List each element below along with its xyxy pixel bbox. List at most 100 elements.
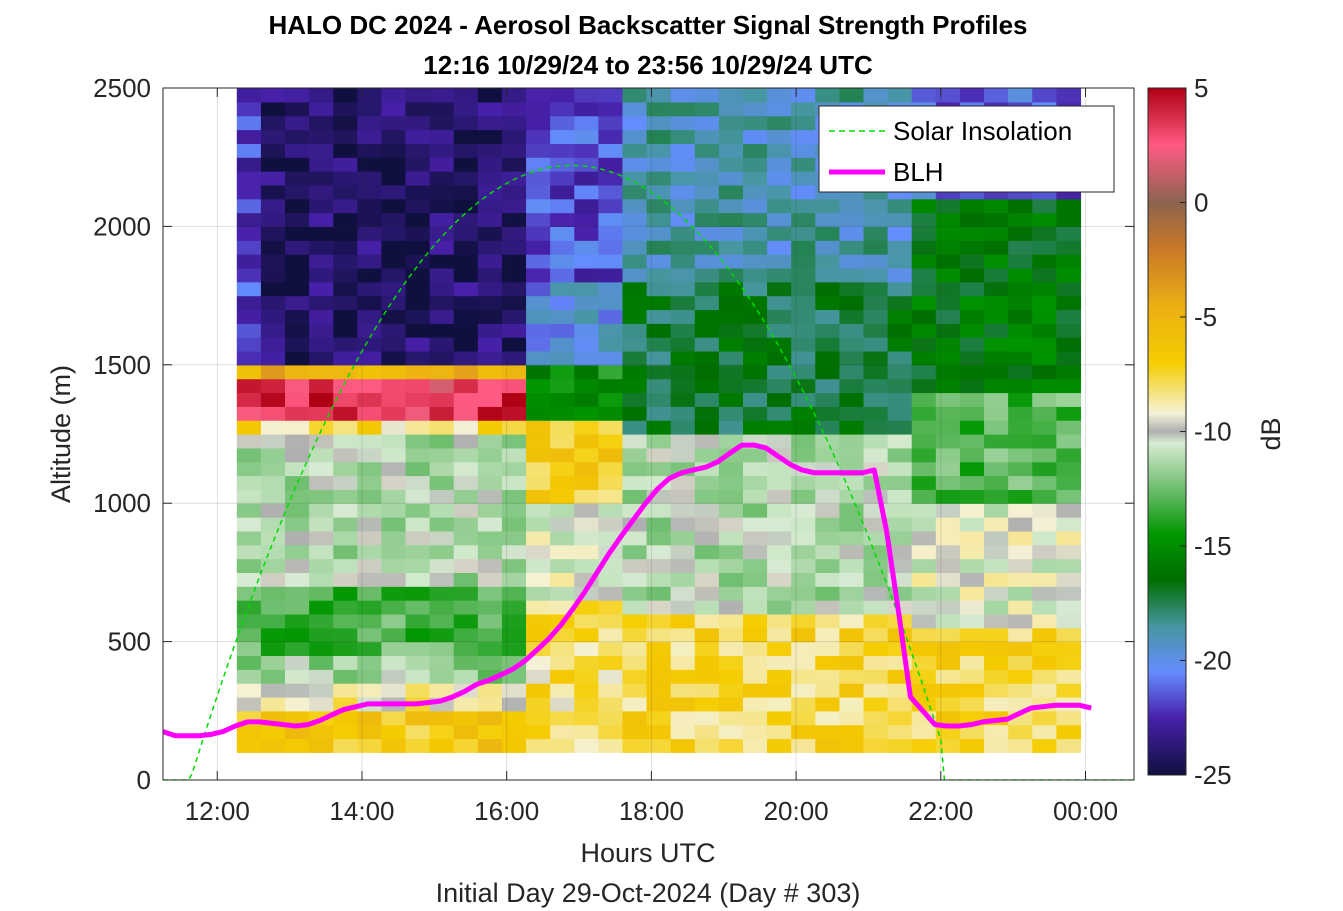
- heatmap-cell: [309, 212, 334, 227]
- heatmap-cell: [791, 350, 816, 366]
- heatmap-cell: [1056, 627, 1082, 643]
- heatmap-cell: [815, 724, 841, 740]
- heatmap-cell: [405, 198, 431, 214]
- heatmap-cell: [260, 350, 286, 366]
- heatmap-cell: [646, 544, 672, 560]
- heatmap-cell: [839, 503, 865, 518]
- heatmap-cell: [839, 378, 865, 394]
- heatmap-cell: [911, 627, 937, 643]
- heatmap-cell: [767, 558, 792, 573]
- heatmap-cell: [429, 337, 455, 352]
- heatmap-cell: [550, 655, 575, 670]
- heatmap-cell: [285, 226, 310, 241]
- heatmap-cell: [670, 143, 696, 158]
- heatmap-cell: [622, 115, 648, 131]
- heatmap-cell: [453, 572, 479, 587]
- heatmap-cell: [550, 544, 575, 560]
- heatmap-cell: [622, 392, 648, 407]
- heatmap-cell: [260, 392, 286, 407]
- heatmap-cell: [429, 710, 455, 726]
- heatmap-cell: [622, 337, 648, 352]
- heatmap-cell: [550, 267, 575, 283]
- heatmap-cell: [429, 226, 455, 241]
- heatmap-cell: [791, 212, 816, 227]
- heatmap-cell: [333, 600, 358, 615]
- heatmap-cell: [743, 171, 768, 186]
- heatmap-cell: [574, 337, 599, 352]
- heatmap-cell: [670, 600, 696, 615]
- heatmap-cell: [405, 447, 431, 463]
- heatmap-cell: [477, 724, 503, 740]
- heatmap-cell: [501, 337, 527, 352]
- heatmap-cell: [767, 212, 792, 227]
- heatmap-cell: [718, 129, 744, 144]
- heatmap-cell: [453, 157, 479, 172]
- heatmap-cell: [477, 171, 503, 186]
- heatmap-cell: [333, 212, 358, 227]
- heatmap-cell: [501, 544, 527, 560]
- heatmap-cell: [526, 337, 551, 352]
- heatmap-cell: [694, 434, 720, 449]
- heatmap-cell: [357, 240, 383, 255]
- heatmap-cell: [646, 350, 672, 366]
- heatmap-cell: [622, 240, 648, 255]
- heatmap-cell: [646, 530, 672, 546]
- heatmap-cell: [767, 503, 792, 518]
- heatmap-cell: [333, 447, 358, 463]
- heatmap-cell: [863, 434, 889, 449]
- heatmap-cell: [887, 530, 913, 546]
- heatmap-cell: [453, 503, 479, 518]
- heatmap-cell: [309, 267, 334, 283]
- heatmap-cell: [1008, 378, 1033, 394]
- heatmap-cell: [694, 600, 720, 615]
- heatmap-cell: [646, 420, 672, 435]
- heatmap-cell: [333, 669, 358, 684]
- heatmap-cell: [453, 198, 479, 214]
- heatmap-cell: [959, 364, 985, 380]
- heatmap-cell: [984, 586, 1009, 601]
- heatmap-cell: [285, 517, 310, 532]
- heatmap-cell: [670, 724, 696, 740]
- heatmap-cell: [791, 157, 816, 172]
- heatmap-cell: [357, 378, 383, 394]
- heatmap-cell: [574, 738, 599, 753]
- heatmap-cell: [598, 295, 624, 311]
- heatmap-cell: [526, 364, 551, 380]
- heatmap-cell: [309, 738, 334, 753]
- heatmap-cell: [718, 420, 744, 435]
- heatmap-cell: [839, 530, 865, 546]
- heatmap-cell: [791, 254, 816, 269]
- heatmap-cell: [791, 337, 816, 352]
- heatmap-cell: [501, 267, 527, 283]
- heatmap-cell: [381, 157, 407, 172]
- heatmap-cell: [743, 738, 768, 753]
- heatmap-cell: [357, 530, 383, 546]
- heatmap-cell: [791, 669, 816, 684]
- heatmap-cell: [1056, 406, 1082, 421]
- heatmap-cell: [260, 655, 286, 670]
- heatmap-cell: [357, 337, 383, 352]
- heatmap-cell: [333, 157, 358, 172]
- heatmap-cell: [526, 143, 551, 158]
- heatmap-cell: [743, 309, 768, 324]
- heatmap-cell: [935, 88, 961, 103]
- x-tick-label: 16:00: [474, 796, 539, 826]
- heatmap-cell: [670, 503, 696, 518]
- heatmap-cell: [815, 641, 841, 657]
- heatmap-cell: [260, 171, 286, 186]
- heatmap-cell: [863, 738, 889, 753]
- heatmap-cell: [718, 586, 744, 601]
- heatmap-cell: [791, 655, 816, 670]
- heatmap-cell: [646, 655, 672, 670]
- heatmap-cell: [501, 295, 527, 311]
- heatmap-cell: [646, 115, 672, 131]
- heatmap-cell: [1056, 613, 1082, 629]
- heatmap-cell: [260, 295, 286, 311]
- heatmap-cell: [574, 517, 599, 532]
- heatmap-cell: [622, 254, 648, 269]
- heatmap-cell: [815, 655, 841, 670]
- heatmap-cell: [453, 88, 479, 103]
- heatmap-cell: [959, 627, 985, 643]
- heatmap-cell: [550, 226, 575, 241]
- heatmap-cell: [767, 461, 792, 477]
